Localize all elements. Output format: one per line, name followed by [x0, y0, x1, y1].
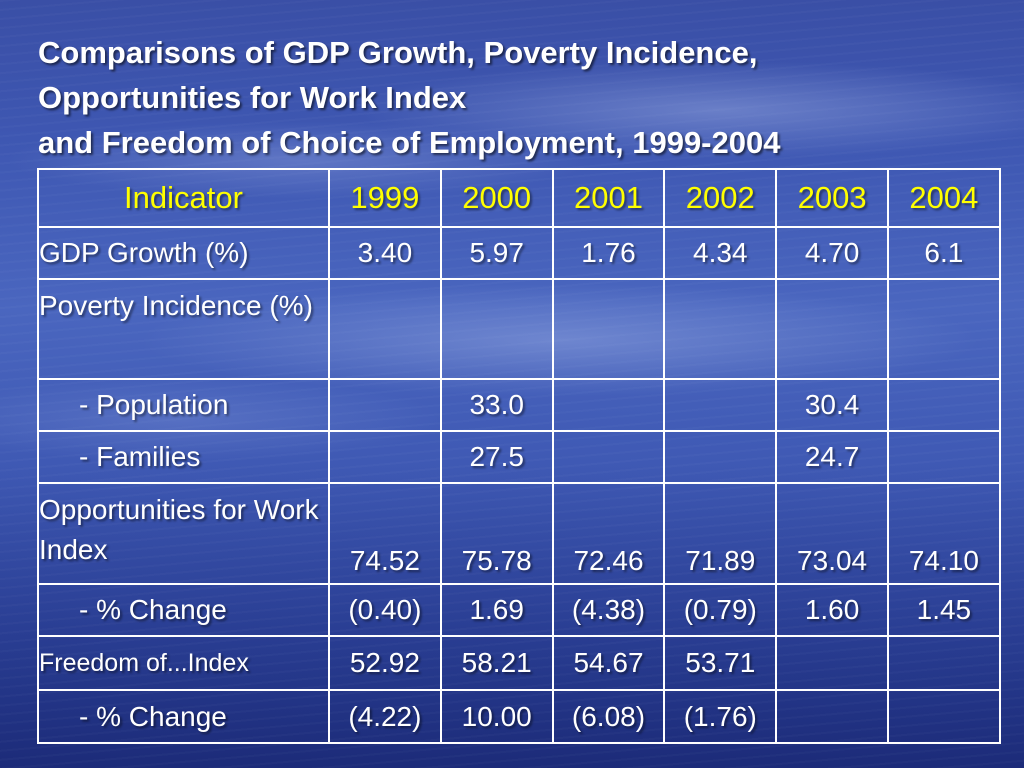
- table-cell: 30.4: [775, 378, 889, 432]
- table-cell: [663, 378, 778, 432]
- table-cell: [886, 635, 1001, 691]
- table-cell: 52.92: [328, 635, 442, 691]
- header-year-2003: 2003: [775, 168, 889, 228]
- table-cell: [328, 378, 442, 432]
- table-cell: 10.00: [439, 689, 554, 744]
- row-label: - % Change: [37, 583, 330, 637]
- table-row-families: - Families 27.5 24.7: [37, 430, 1001, 484]
- table-cell: 73.04: [775, 482, 889, 585]
- table-cell: 4.70: [775, 226, 889, 280]
- table-cell: [328, 278, 442, 380]
- table-cell: 33.0: [439, 378, 554, 432]
- table-cell: [663, 278, 778, 380]
- table-row-freedom-index: Freedom of...Index 52.92 58.21 54.67 53.…: [37, 635, 1001, 691]
- table-cell: 75.78: [439, 482, 554, 585]
- row-label: Freedom of...Index: [37, 635, 330, 691]
- table-cell: 4.34: [663, 226, 778, 280]
- table-cell: 1.76: [551, 226, 666, 280]
- table-cell: [775, 689, 889, 744]
- slide-title-line-1: Comparisons of GDP Growth, Poverty Incid…: [38, 35, 758, 70]
- table-cell: (4.38): [551, 583, 666, 637]
- row-label: Opportunities for Work Index: [37, 482, 330, 585]
- table-cell: [886, 378, 1001, 432]
- table-cell: 24.7: [775, 430, 889, 484]
- table-cell: 54.67: [551, 635, 666, 691]
- table-cell: 53.71: [663, 635, 778, 691]
- header-year-2001: 2001: [551, 168, 666, 228]
- table-cell: 1.60: [775, 583, 889, 637]
- table-cell: [551, 378, 666, 432]
- table-cell: 58.21: [439, 635, 554, 691]
- table-row-gdp-growth: GDP Growth (%) 3.40 5.97 1.76 4.34 4.70 …: [37, 226, 1001, 280]
- table-cell: (0.40): [328, 583, 442, 637]
- row-label: - Population: [37, 378, 330, 432]
- table-cell: 1.45: [886, 583, 1001, 637]
- table-cell: [775, 278, 889, 380]
- row-label: - Families: [37, 430, 330, 484]
- table-cell: [551, 278, 666, 380]
- table-cell: [663, 430, 778, 484]
- table-row-opportunities-index: Opportunities for Work Index 74.52 75.78…: [37, 482, 1001, 585]
- table-cell: 27.5: [439, 430, 554, 484]
- table-cell: (4.22): [328, 689, 442, 744]
- table-cell: 6.1: [886, 226, 1001, 280]
- indicator-comparison-table: Indicator 1999 2000 2001 2002 2003 2004 …: [37, 168, 1001, 744]
- slide-title-line-2: Opportunities for Work Index: [38, 80, 467, 115]
- table-cell: 74.52: [328, 482, 442, 585]
- table-cell: (1.76): [663, 689, 778, 744]
- header-year-2000: 2000: [439, 168, 554, 228]
- table-cell: 5.97: [439, 226, 554, 280]
- header-year-2004: 2004: [886, 168, 1001, 228]
- table-cell: 3.40: [328, 226, 442, 280]
- table-row-freedom-change: - % Change (4.22) 10.00 (6.08) (1.76): [37, 689, 1001, 744]
- table-cell: 71.89: [663, 482, 778, 585]
- table-cell: 72.46: [551, 482, 666, 585]
- table-cell: [886, 430, 1001, 484]
- table-cell: 1.69: [439, 583, 554, 637]
- table-cell: (6.08): [551, 689, 666, 744]
- table-row-population: - Population 33.0 30.4: [37, 378, 1001, 432]
- row-label: - % Change: [37, 689, 330, 744]
- table-cell: [551, 430, 666, 484]
- slide-title: Comparisons of GDP Growth, Poverty Incid…: [38, 30, 1008, 165]
- header-indicator: Indicator: [37, 168, 330, 228]
- table-cell: [886, 278, 1001, 380]
- header-year-2002: 2002: [663, 168, 778, 228]
- row-label: GDP Growth (%): [37, 226, 330, 280]
- table-header-row: Indicator 1999 2000 2001 2002 2003 2004: [37, 168, 1001, 228]
- table-row-opportunities-change: - % Change (0.40) 1.69 (4.38) (0.79) 1.6…: [37, 583, 1001, 637]
- table-cell: [775, 635, 889, 691]
- header-year-1999: 1999: [328, 168, 442, 228]
- table-cell: [439, 278, 554, 380]
- slide-title-line-3: and Freedom of Choice of Employment, 199…: [38, 125, 781, 160]
- table-cell: 74.10: [886, 482, 1001, 585]
- table-cell: [886, 689, 1001, 744]
- table-cell: (0.79): [663, 583, 778, 637]
- table-cell: [328, 430, 442, 484]
- row-label: Poverty Incidence (%): [37, 278, 330, 380]
- table-row-poverty-incidence: Poverty Incidence (%): [37, 278, 1001, 380]
